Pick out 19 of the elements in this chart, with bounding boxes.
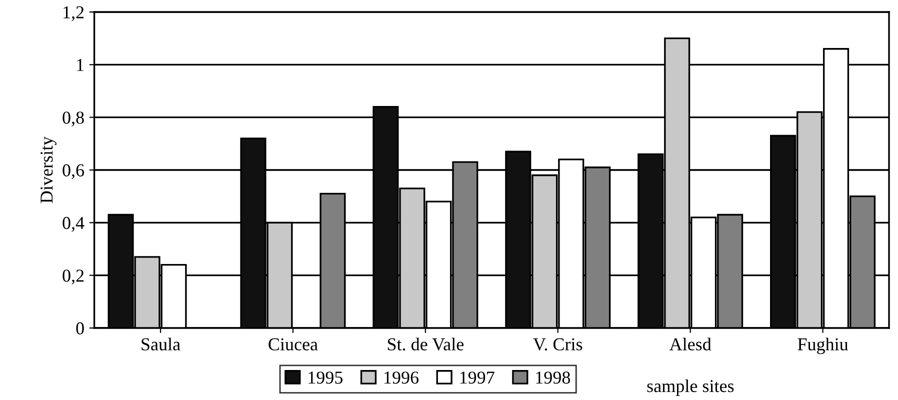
y-tick-label: 1 — [77, 59, 84, 71]
y-tick-label: 0,2 — [62, 270, 84, 284]
legend-label: 1996 — [384, 372, 419, 384]
x-tick-label: Alesd — [669, 338, 712, 350]
y-tick-label: 0,4 — [62, 216, 84, 232]
x-tick-label: Saula — [142, 338, 180, 350]
y-tick-label: 0 — [76, 322, 84, 334]
legend-label: 1998 — [536, 372, 570, 384]
x-tick-label: V. Cris — [533, 338, 582, 351]
legend-label: 1997 — [460, 372, 494, 384]
y-tick-label: 0,8 — [62, 112, 84, 126]
x-tick-label: Ciucea — [268, 338, 318, 350]
x-tick-label: Fughiu — [798, 338, 848, 354]
y-tick-label: 1,2 — [64, 6, 84, 22]
y-tick-label: 0,6 — [62, 164, 84, 180]
legend-label: 1995 — [308, 372, 343, 384]
x-tick-label: St. de Vale — [388, 338, 464, 351]
y-axis-title: Diversity — [40, 136, 56, 204]
x-axis-title: sample sites — [647, 379, 734, 396]
